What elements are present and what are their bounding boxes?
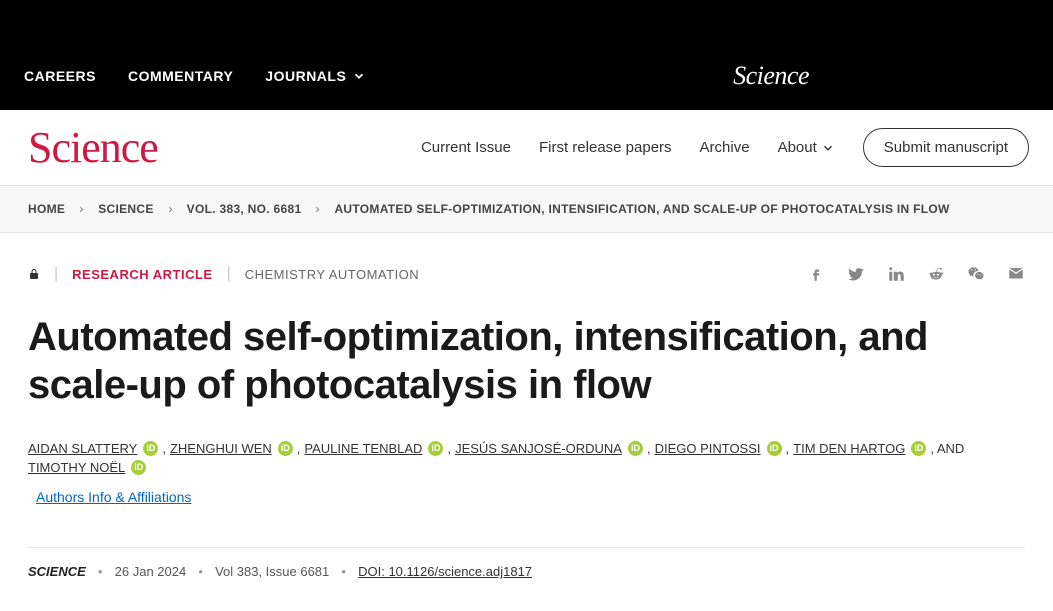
author-link[interactable]: AIDAN SLATTERY xyxy=(28,441,137,456)
first-release-link[interactable]: First release papers xyxy=(539,139,672,156)
author-link[interactable]: DIEGO PINTOSSI xyxy=(655,441,761,456)
journal-name: SCIENCE xyxy=(28,564,86,579)
careers-link[interactable]: CAREERS xyxy=(24,68,96,84)
facebook-icon[interactable] xyxy=(807,265,825,283)
chevron-down-icon xyxy=(352,69,366,83)
top-navigation: CAREERS COMMENTARY JOURNALS Science xyxy=(0,42,1053,110)
separator-dot: ● xyxy=(98,567,103,576)
breadcrumb-home[interactable]: HOME xyxy=(28,202,65,216)
chevron-down-icon xyxy=(821,141,835,155)
main-nav-right: Current Issue First release papers Archi… xyxy=(421,128,1029,167)
email-icon[interactable] xyxy=(1007,265,1025,283)
top-black-bar xyxy=(0,0,1053,42)
science-wordmark-top: Science xyxy=(733,61,809,91)
category-label: CHEMISTRY AUTOMATION xyxy=(245,267,419,282)
top-nav-links: CAREERS COMMENTARY JOURNALS xyxy=(24,68,366,84)
research-article-label: RESEARCH ARTICLE xyxy=(72,267,212,282)
doi-link[interactable]: DOI: 10.1126/science.adj1817 xyxy=(358,564,532,579)
reddit-icon[interactable] xyxy=(927,265,945,283)
divider: | xyxy=(54,265,58,283)
breadcrumb-science[interactable]: SCIENCE xyxy=(98,202,153,216)
orcid-icon[interactable]: iD xyxy=(278,441,293,456)
article-container: | RESEARCH ARTICLE | CHEMISTRY AUTOMATIO… xyxy=(0,233,1053,611)
authors-list: AIDAN SLATTERY iD , ZHENGHUI WEN iD , PA… xyxy=(28,441,1025,475)
orcid-icon[interactable]: iD xyxy=(131,460,146,475)
breadcrumb-title: AUTOMATED SELF-OPTIMIZATION, INTENSIFICA… xyxy=(334,202,949,216)
author-link[interactable]: ZHENGHUI WEN xyxy=(170,441,272,456)
journals-label: JOURNALS xyxy=(265,68,346,84)
share-icons xyxy=(807,265,1025,283)
separator-dot: ● xyxy=(198,567,203,576)
linkedin-icon[interactable] xyxy=(887,265,905,283)
science-logo[interactable]: Science xyxy=(28,122,158,173)
chevron-right-icon xyxy=(313,205,322,214)
twitter-icon[interactable] xyxy=(847,265,865,283)
current-issue-link[interactable]: Current Issue xyxy=(421,139,511,156)
publication-info: SCIENCE ● 26 Jan 2024 ● Vol 383, Issue 6… xyxy=(28,547,1025,579)
article-meta-row: | RESEARCH ARTICLE | CHEMISTRY AUTOMATIO… xyxy=(28,265,1025,283)
orcid-icon[interactable]: iD xyxy=(428,441,443,456)
about-label: About xyxy=(778,139,817,156)
archive-link[interactable]: Archive xyxy=(700,139,750,156)
orcid-icon[interactable]: iD xyxy=(767,441,782,456)
main-navigation: Science Current Issue First release pape… xyxy=(0,110,1053,186)
commentary-link[interactable]: COMMENTARY xyxy=(128,68,233,84)
volume-issue: Vol 383, Issue 6681 xyxy=(215,564,329,579)
author-link[interactable]: JESÚS SANJOSÉ-ORDUNA xyxy=(455,441,622,456)
about-link[interactable]: About xyxy=(778,139,835,156)
divider: | xyxy=(227,265,231,283)
chevron-right-icon xyxy=(77,205,86,214)
author-link[interactable]: TIMOTHY NOËL xyxy=(28,460,125,475)
orcid-icon[interactable]: iD xyxy=(911,441,926,456)
publication-date: 26 Jan 2024 xyxy=(115,564,187,579)
and-label: , AND xyxy=(930,441,964,456)
submit-manuscript-button[interactable]: Submit manuscript xyxy=(863,128,1029,167)
chevron-right-icon xyxy=(166,205,175,214)
author-link[interactable]: TIM DEN HARTOG xyxy=(793,441,905,456)
authors-info-link[interactable]: Authors Info & Affiliations xyxy=(36,489,191,505)
orcid-icon[interactable]: iD xyxy=(628,441,643,456)
author-link[interactable]: PAULINE TENBLAD xyxy=(304,441,422,456)
orcid-icon[interactable]: iD xyxy=(143,441,158,456)
separator-dot: ● xyxy=(341,567,346,576)
article-title: Automated self-optimization, intensifica… xyxy=(28,313,1025,409)
journals-link[interactable]: JOURNALS xyxy=(265,68,366,84)
breadcrumb-volume[interactable]: VOL. 383, NO. 6681 xyxy=(187,202,302,216)
lock-icon xyxy=(28,267,40,281)
wechat-icon[interactable] xyxy=(967,265,985,283)
breadcrumb: HOME SCIENCE VOL. 383, NO. 6681 AUTOMATE… xyxy=(0,186,1053,233)
